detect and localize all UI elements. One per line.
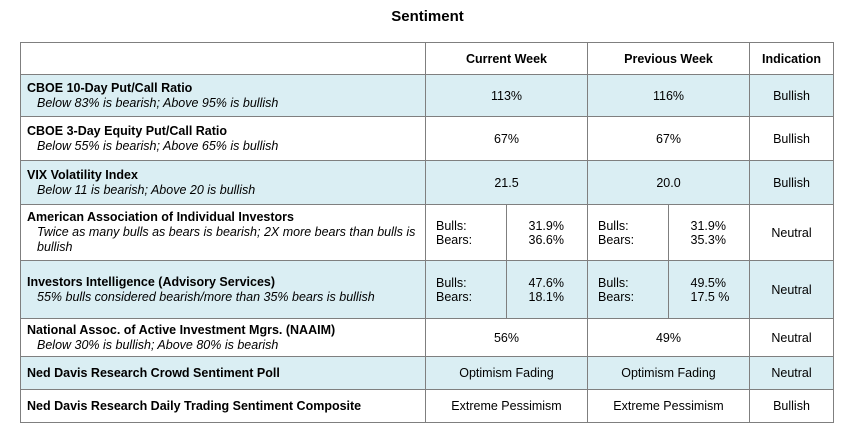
table-row: National Assoc. of Active Investment Mgr… bbox=[20, 318, 834, 357]
page-title: Sentiment bbox=[391, 8, 464, 25]
table-row: American Association of Individual Inves… bbox=[20, 204, 834, 261]
bears-value: 18.1% bbox=[528, 289, 564, 304]
indicator-name: Investors Intelligence (Advisory Service… bbox=[27, 274, 276, 289]
current-value: Extreme Pessimism bbox=[425, 389, 588, 423]
row-label-cell: American Association of Individual Inves… bbox=[20, 204, 426, 261]
current-value: 21.5 bbox=[425, 160, 588, 205]
previous-value: 67% bbox=[587, 116, 750, 161]
indicator-name: National Assoc. of Active Investment Mgr… bbox=[27, 322, 336, 337]
header-row: Current Week Previous Week Indication bbox=[20, 42, 834, 75]
indicator-note: Below 11 is bearish; Above 20 is bullish bbox=[37, 182, 256, 197]
indicator-name: Ned Davis Research Daily Trading Sentime… bbox=[27, 398, 362, 413]
indicator-name: CBOE 3-Day Equity Put/Call Ratio bbox=[27, 123, 228, 138]
header-blank bbox=[20, 42, 426, 75]
table-row: Ned Davis Research Daily Trading Sentime… bbox=[20, 389, 834, 423]
table-row: VIX Volatility Index Below 11 is bearish… bbox=[20, 160, 834, 205]
bulls-value: 31.9% bbox=[690, 218, 726, 233]
bulls-value: 49.5% bbox=[690, 275, 726, 290]
row-label-cell: CBOE 10-Day Put/Call Ratio Below 83% is … bbox=[20, 74, 426, 117]
indication-value: Bullish bbox=[749, 389, 834, 423]
row-label-cell: National Assoc. of Active Investment Mgr… bbox=[20, 318, 426, 357]
bulls-label: Bulls: bbox=[436, 275, 467, 290]
table-row: CBOE 10-Day Put/Call Ratio Below 83% is … bbox=[20, 74, 834, 117]
bears-label: Bears: bbox=[598, 289, 635, 304]
previous-value: 49% bbox=[587, 318, 750, 357]
indicator-note: Below 30% is bullish; Above 80% is beari… bbox=[37, 337, 279, 352]
indication-value: Neutral bbox=[749, 260, 834, 319]
previous-bulls-bears: Bulls: Bears: 49.5% 17.5 % bbox=[587, 260, 750, 319]
indication-value: Bullish bbox=[749, 116, 834, 161]
bears-value: 35.3% bbox=[690, 232, 726, 247]
indicator-name: CBOE 10-Day Put/Call Ratio bbox=[27, 80, 193, 95]
previous-value: Optimism Fading bbox=[587, 356, 750, 390]
previous-value: 116% bbox=[587, 74, 750, 117]
current-value: 56% bbox=[425, 318, 588, 357]
bears-label: Bears: bbox=[436, 289, 473, 304]
bulls-label: Bulls: bbox=[598, 218, 629, 233]
row-label-cell: Ned Davis Research Crowd Sentiment Poll bbox=[20, 356, 426, 390]
indicator-note: 55% bulls considered bearish/more than 3… bbox=[37, 289, 375, 304]
current-bulls-bears: Bulls: Bears: 47.6% 18.1% bbox=[425, 260, 588, 319]
bulls-value: 31.9% bbox=[528, 218, 564, 233]
row-label-cell: CBOE 3-Day Equity Put/Call Ratio Below 5… bbox=[20, 116, 426, 161]
current-value: Optimism Fading bbox=[425, 356, 588, 390]
bears-value: 17.5 % bbox=[690, 289, 730, 304]
indication-value: Bullish bbox=[749, 160, 834, 205]
indicator-name: VIX Volatility Index bbox=[27, 167, 138, 182]
current-bulls-bears: Bulls: Bears: 31.9% 36.6% bbox=[425, 204, 588, 261]
bears-label: Bears: bbox=[598, 232, 635, 247]
row-label-cell: Ned Davis Research Daily Trading Sentime… bbox=[20, 389, 426, 423]
header-previous-week: Previous Week bbox=[587, 42, 750, 75]
indicator-note: Twice as many bulls as bears is bearish;… bbox=[37, 225, 416, 254]
bears-value: 36.6% bbox=[528, 232, 564, 247]
current-value: 67% bbox=[425, 116, 588, 161]
indicator-note: Below 83% is bearish; Above 95% is bulli… bbox=[37, 95, 279, 110]
table-row: Investors Intelligence (Advisory Service… bbox=[20, 260, 834, 319]
bulls-value: 47.6% bbox=[528, 275, 564, 290]
bulls-label: Bulls: bbox=[436, 218, 467, 233]
row-label-cell: VIX Volatility Index Below 11 is bearish… bbox=[20, 160, 426, 205]
indicator-name: Ned Davis Research Crowd Sentiment Poll bbox=[27, 365, 280, 380]
row-label-cell: Investors Intelligence (Advisory Service… bbox=[20, 260, 426, 319]
indicator-note: Below 55% is bearish; Above 65% is bulli… bbox=[37, 138, 279, 153]
header-current-week: Current Week bbox=[425, 42, 588, 75]
indicator-name: American Association of Individual Inves… bbox=[27, 210, 294, 224]
previous-bulls-bears: Bulls: Bears: 31.9% 35.3% bbox=[587, 204, 750, 261]
indication-value: Neutral bbox=[749, 318, 834, 357]
bulls-label: Bulls: bbox=[598, 275, 629, 290]
bears-label: Bears: bbox=[436, 232, 473, 247]
indication-value: Neutral bbox=[749, 356, 834, 390]
current-value: 113% bbox=[425, 74, 588, 117]
header-indication: Indication bbox=[749, 42, 834, 75]
indication-value: Bullish bbox=[749, 74, 834, 117]
sentiment-table: Current Week Previous Week Indication CB… bbox=[20, 42, 834, 423]
table-row: Ned Davis Research Crowd Sentiment Poll … bbox=[20, 356, 834, 390]
previous-value: 20.0 bbox=[587, 160, 750, 205]
table-row: CBOE 3-Day Equity Put/Call Ratio Below 5… bbox=[20, 116, 834, 161]
previous-value: Extreme Pessimism bbox=[587, 389, 750, 423]
indication-value: Neutral bbox=[749, 204, 834, 261]
